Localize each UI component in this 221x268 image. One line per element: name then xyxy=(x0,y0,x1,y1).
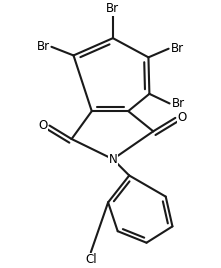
Text: O: O xyxy=(38,119,48,132)
Text: Br: Br xyxy=(106,2,120,15)
Text: Br: Br xyxy=(171,97,185,110)
Text: Cl: Cl xyxy=(85,253,97,266)
Text: Br: Br xyxy=(36,40,50,53)
Text: N: N xyxy=(109,153,117,166)
Text: O: O xyxy=(177,111,187,124)
Text: Br: Br xyxy=(171,42,184,55)
